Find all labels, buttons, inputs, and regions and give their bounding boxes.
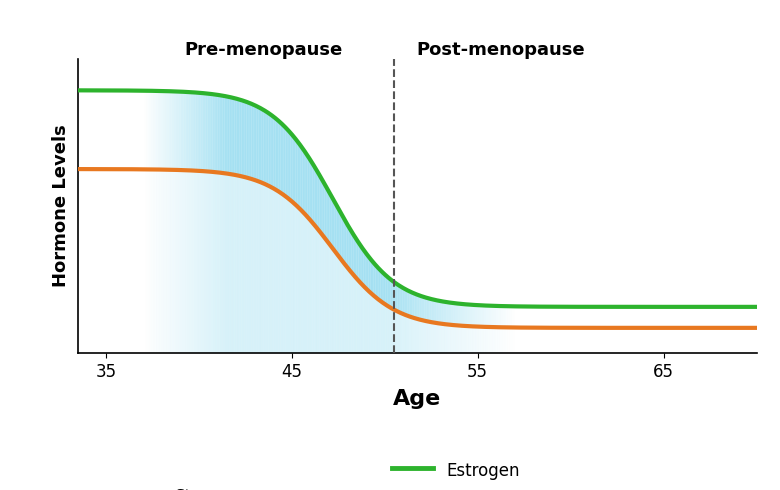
X-axis label: Age: Age <box>393 389 441 409</box>
Text: Post-menopause: Post-menopause <box>417 41 585 59</box>
Legend: Estrogen, Progesterone: Estrogen, Progesterone <box>392 460 557 490</box>
Y-axis label: Hormone Levels: Hormone Levels <box>51 124 69 287</box>
Text: Pre-menopause: Pre-menopause <box>185 41 343 59</box>
